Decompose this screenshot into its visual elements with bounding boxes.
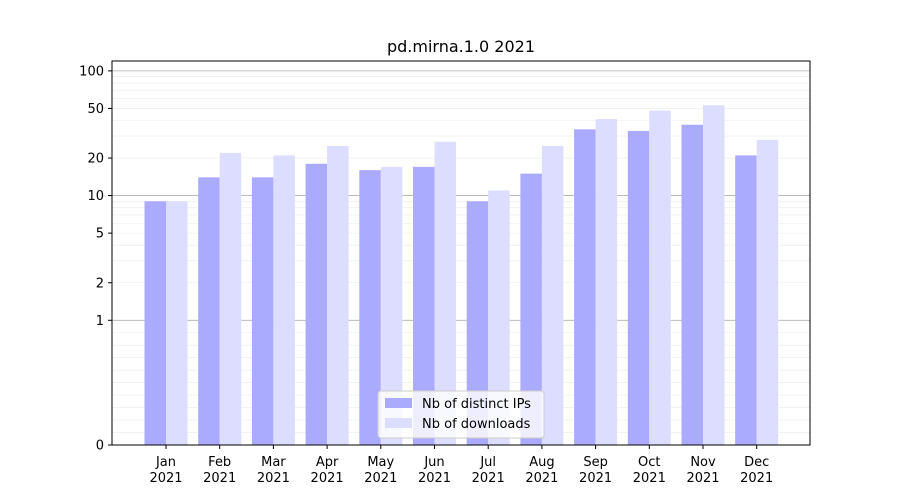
bar-distinct-ips [413, 166, 435, 445]
x-tick-label: Sep 2021 [579, 455, 612, 486]
legend-label: Nb of downloads [422, 417, 531, 432]
bar-distinct-ips [574, 129, 596, 446]
y-tick-label: 20 [87, 152, 104, 167]
bar-downloads [273, 155, 295, 445]
x-tick-label: Jan 2021 [149, 455, 182, 486]
legend: Nb of distinct IPs Nb of downloads [377, 390, 545, 439]
x-tick-label: Aug 2021 [525, 455, 558, 486]
bar-distinct-ips [681, 124, 703, 445]
bar-distinct-ips [144, 201, 166, 445]
x-tick-label: Jun 2021 [418, 455, 451, 486]
bar-downloads [488, 190, 510, 445]
bar-downloads [327, 145, 349, 446]
x-tick-label: Mar 2021 [257, 455, 290, 486]
bar-distinct-ips [735, 155, 757, 445]
bar-downloads [434, 141, 456, 445]
bar-downloads [756, 139, 779, 445]
bar-distinct-ips [251, 177, 274, 445]
bar-distinct-ips [627, 130, 650, 445]
bar-downloads [380, 166, 403, 445]
y-tick-label: 50 [87, 102, 104, 117]
bar-downloads [595, 119, 618, 446]
legend-swatch [385, 418, 412, 428]
y-tick-label: 10 [87, 189, 104, 204]
bar-distinct-ips [359, 170, 381, 445]
x-tick-label: Nov 2021 [686, 455, 719, 486]
x-tick-label: Feb 2021 [203, 455, 236, 486]
chart-title: pd.mirna.1.0 2021 [387, 37, 535, 56]
bar-distinct-ips [520, 173, 542, 445]
bar-distinct-ips [198, 177, 220, 445]
x-tick-label: Oct 2021 [633, 455, 666, 486]
bar-downloads [219, 152, 242, 445]
bar-distinct-ips [305, 163, 328, 445]
bar-distinct-ips [466, 201, 489, 445]
x-tick-label: May 2021 [364, 455, 397, 486]
bar-downloads [166, 201, 188, 445]
plot-frame [111, 60, 811, 446]
bar-downloads [649, 110, 671, 445]
y-tick-label: 0 [96, 439, 104, 454]
bar-downloads [541, 145, 564, 446]
y-tick-label: 1 [96, 314, 104, 329]
y-axis: 0 1 2 5 10 20 50 100 [79, 64, 112, 454]
y-tick-label: 100 [79, 64, 104, 79]
y-tick-label: 2 [96, 276, 104, 291]
bars [144, 105, 779, 446]
legend-box [377, 390, 545, 439]
x-tick-label: Apr 2021 [311, 455, 344, 486]
x-tick-label: Jul 2021 [472, 455, 505, 486]
y-tick-label: 5 [96, 227, 104, 242]
legend-label: Nb of distinct IPs [422, 397, 531, 412]
x-tick-label: Dec 2021 [740, 455, 773, 486]
x-axis: Jan 2021 Feb 2021 Mar 2021 Apr 2021 May 2021 Jun 20… [149, 445, 773, 486]
bar-downloads [703, 105, 725, 446]
legend-swatch [385, 398, 412, 408]
